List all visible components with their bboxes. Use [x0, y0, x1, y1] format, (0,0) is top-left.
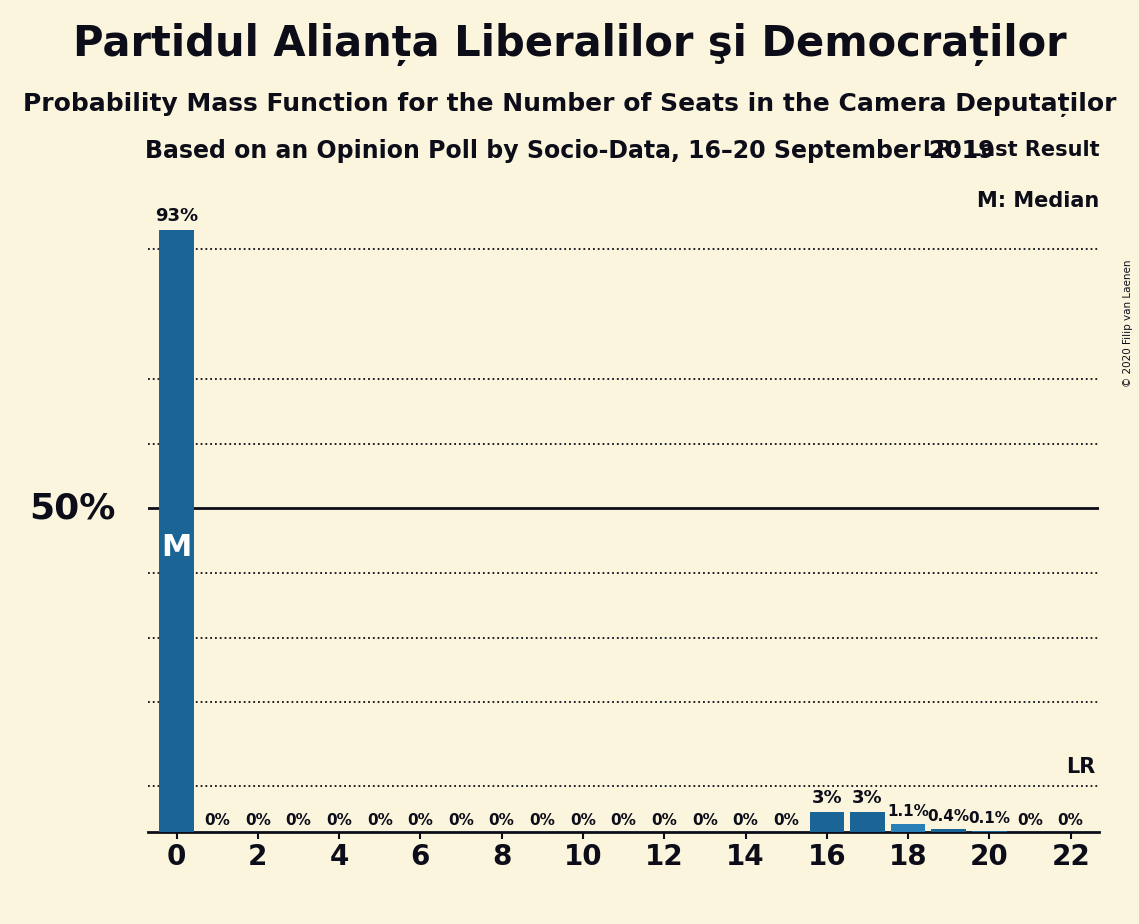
Text: M: M	[162, 532, 191, 562]
Text: 0.4%: 0.4%	[927, 808, 969, 824]
Text: 0%: 0%	[367, 813, 393, 829]
Bar	[159, 230, 194, 832]
Text: Probability Mass Function for the Number of Seats in the Camera Deputaților: Probability Mass Function for the Number…	[23, 92, 1116, 117]
Text: Partidul Alianța Liberalilor şi Democraților: Partidul Alianța Liberalilor şi Democraț…	[73, 23, 1066, 67]
Text: © 2020 Filip van Laenen: © 2020 Filip van Laenen	[1123, 260, 1133, 387]
Text: 3%: 3%	[852, 789, 883, 807]
Text: 0%: 0%	[1058, 813, 1083, 829]
Text: 0%: 0%	[448, 813, 474, 829]
Bar	[850, 812, 885, 832]
Text: M: Median: M: Median	[977, 191, 1099, 212]
Text: 0%: 0%	[326, 813, 352, 829]
Text: 0%: 0%	[286, 813, 311, 829]
Text: 0%: 0%	[489, 813, 515, 829]
Text: 50%: 50%	[30, 492, 115, 525]
Text: 0%: 0%	[530, 813, 555, 829]
Text: 0%: 0%	[611, 813, 637, 829]
Text: 93%: 93%	[155, 207, 198, 225]
Bar	[932, 829, 966, 832]
Text: 0%: 0%	[245, 813, 271, 829]
Bar	[891, 824, 925, 832]
Text: 0%: 0%	[570, 813, 596, 829]
Text: 3%: 3%	[811, 789, 842, 807]
Text: 0%: 0%	[204, 813, 230, 829]
Text: 0%: 0%	[732, 813, 759, 829]
Text: LR: LR	[1066, 757, 1095, 776]
Text: 0%: 0%	[408, 813, 433, 829]
Text: 0%: 0%	[1017, 813, 1043, 829]
Text: 0%: 0%	[652, 813, 678, 829]
Text: 0%: 0%	[773, 813, 800, 829]
Text: 0%: 0%	[693, 813, 718, 829]
Bar	[810, 812, 844, 832]
Text: 0.1%: 0.1%	[968, 810, 1010, 826]
Text: 1.1%: 1.1%	[887, 804, 929, 820]
Text: Based on an Opinion Poll by Socio-Data, 16–20 September 2019: Based on an Opinion Poll by Socio-Data, …	[145, 139, 994, 163]
Text: LR: Last Result: LR: Last Result	[923, 140, 1099, 160]
